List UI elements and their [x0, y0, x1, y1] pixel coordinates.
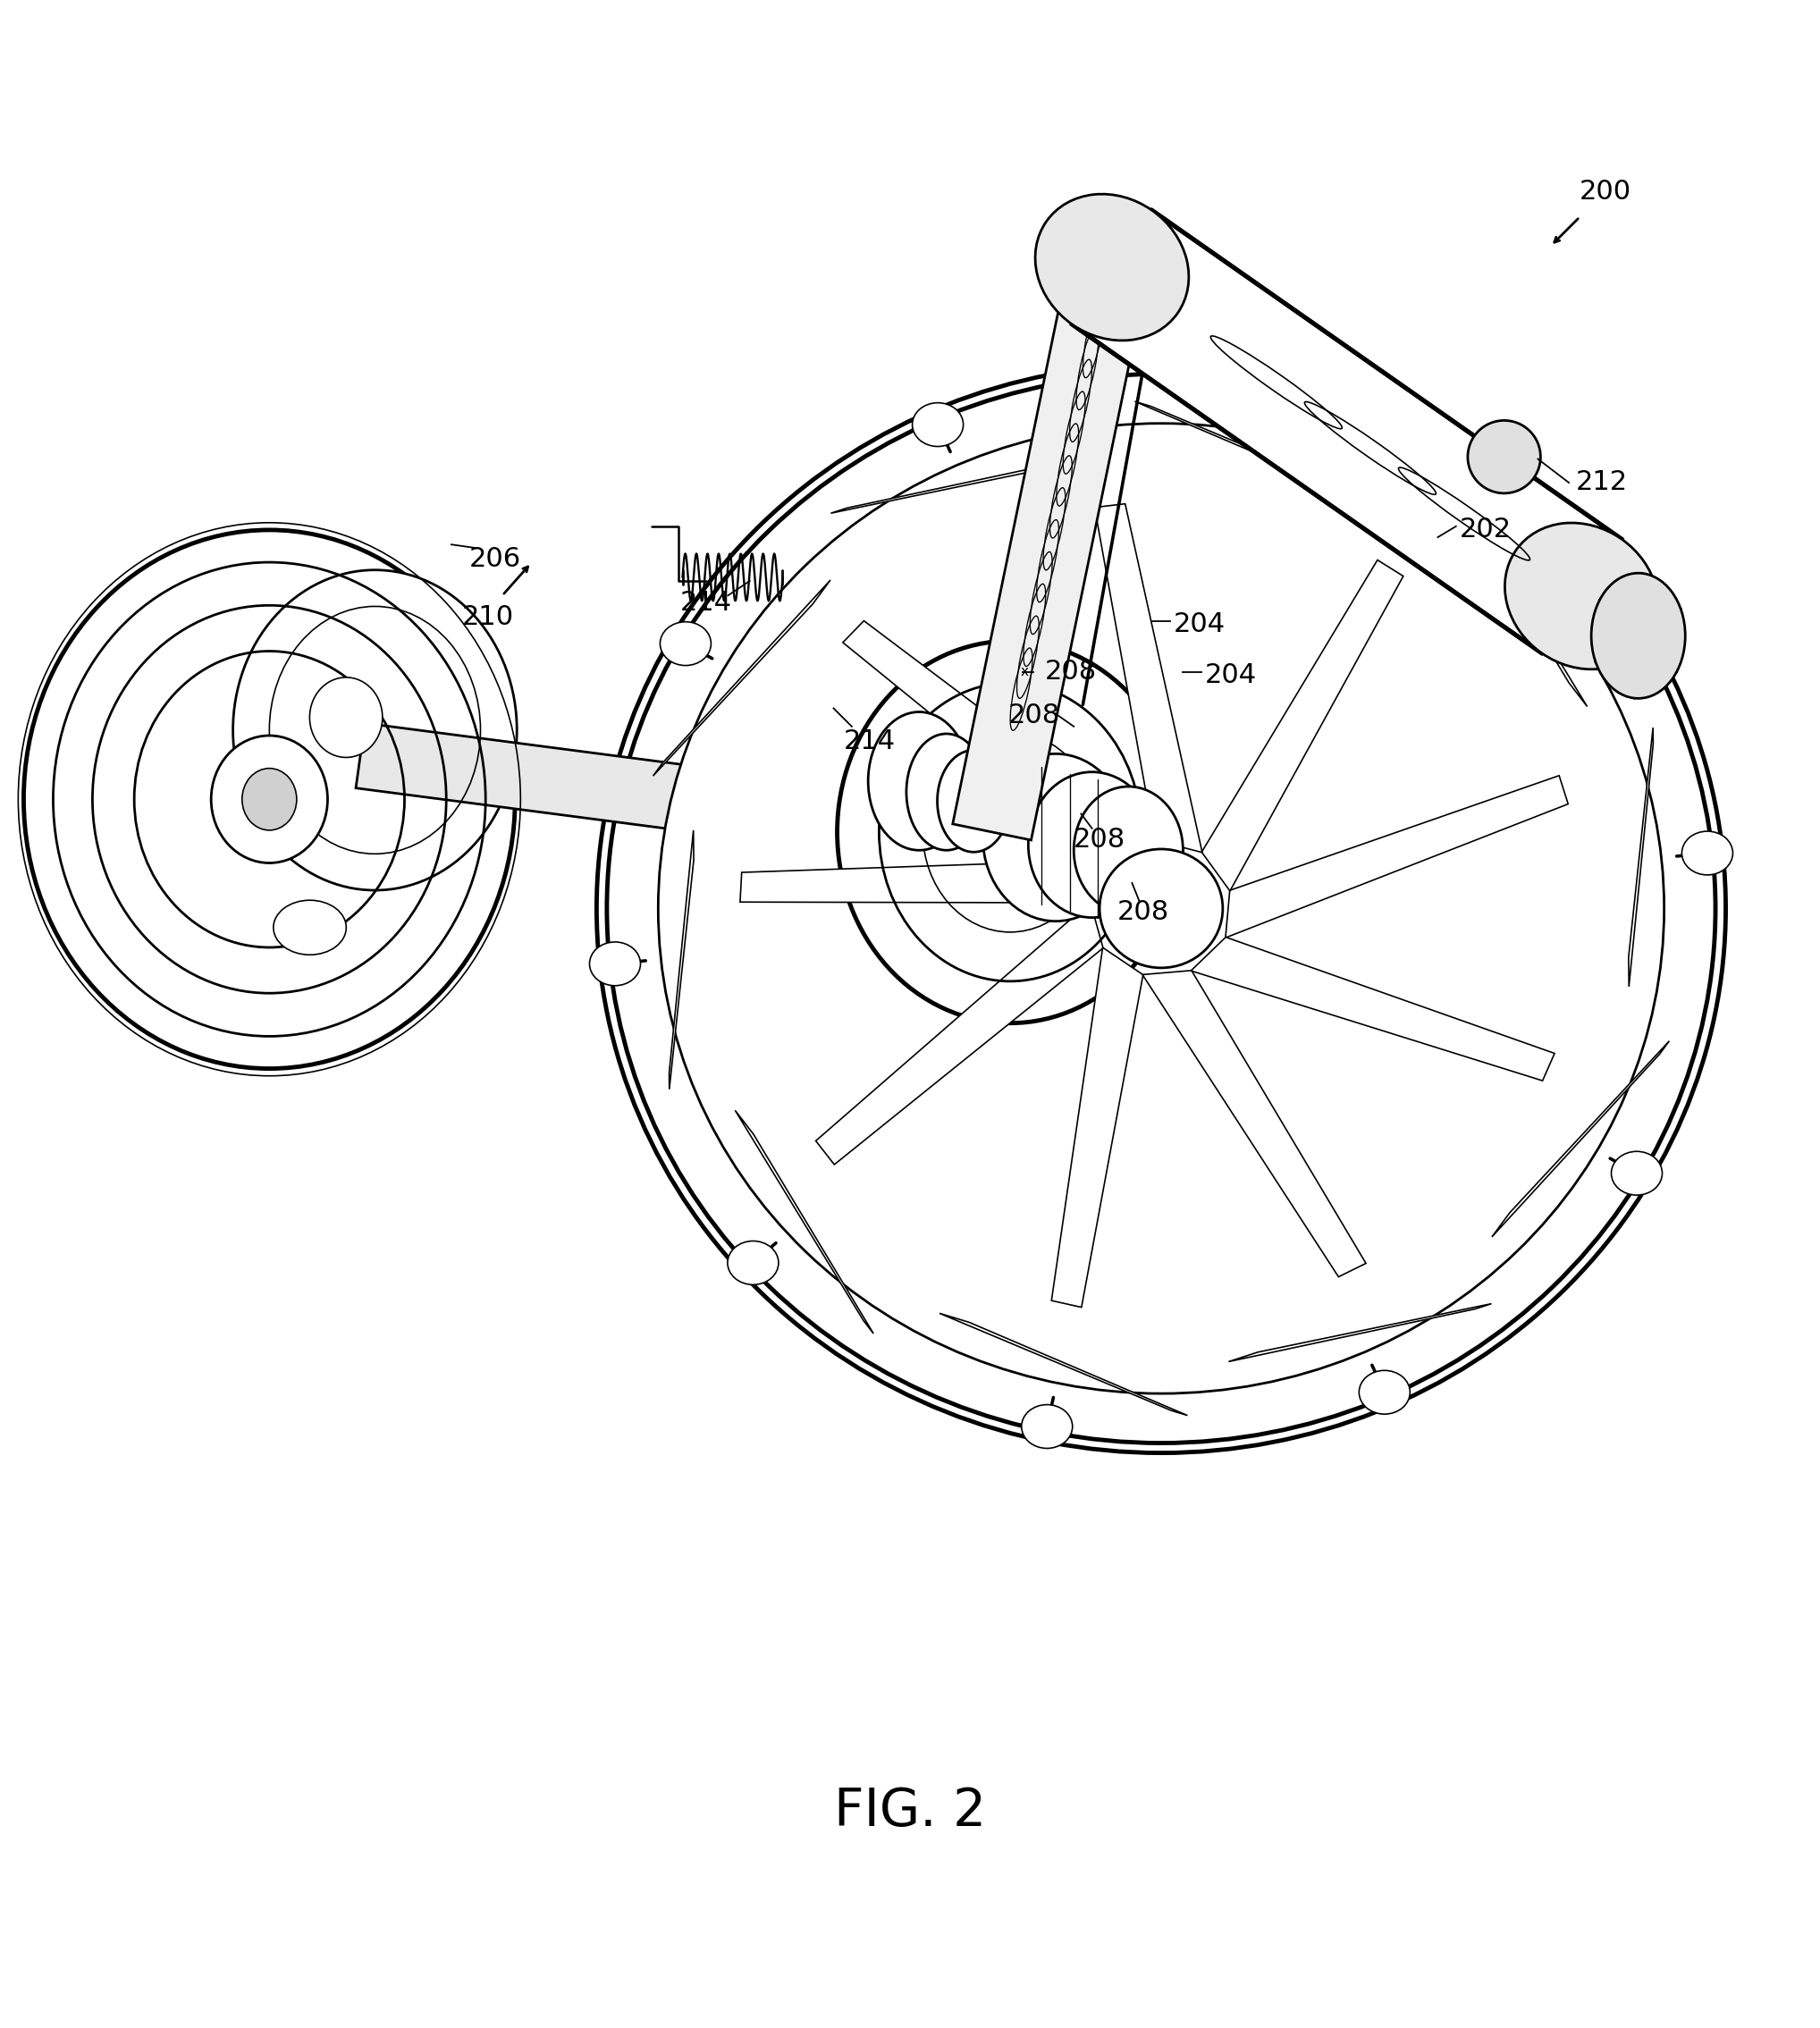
Polygon shape — [357, 724, 950, 864]
Ellipse shape — [661, 623, 712, 665]
Ellipse shape — [1360, 1371, 1410, 1414]
Polygon shape — [843, 621, 1156, 860]
Polygon shape — [1190, 937, 1554, 1081]
Text: 208: 208 — [1117, 898, 1168, 925]
Text: FIG. 2: FIG. 2 — [834, 1785, 986, 1837]
Ellipse shape — [233, 570, 517, 890]
Ellipse shape — [1036, 195, 1188, 341]
Polygon shape — [832, 454, 1094, 513]
Text: 204: 204 — [1205, 663, 1258, 687]
Ellipse shape — [242, 769, 297, 829]
Ellipse shape — [309, 677, 382, 756]
Ellipse shape — [1028, 773, 1156, 917]
Text: 204: 204 — [1174, 612, 1227, 637]
Polygon shape — [670, 829, 693, 1089]
Ellipse shape — [1099, 850, 1223, 967]
Text: 208: 208 — [1074, 825, 1125, 852]
Text: 206: 206 — [470, 546, 521, 572]
Polygon shape — [735, 1109, 874, 1334]
Ellipse shape — [837, 641, 1183, 1022]
Polygon shape — [1143, 971, 1367, 1278]
Ellipse shape — [983, 754, 1128, 921]
Polygon shape — [1492, 1040, 1669, 1237]
Polygon shape — [1225, 775, 1569, 937]
Ellipse shape — [1467, 420, 1540, 493]
Polygon shape — [1201, 560, 1403, 890]
Polygon shape — [1629, 728, 1653, 988]
Ellipse shape — [659, 424, 1663, 1393]
Text: 202: 202 — [1460, 517, 1512, 544]
Ellipse shape — [937, 750, 1010, 852]
Polygon shape — [939, 1314, 1187, 1416]
Polygon shape — [653, 580, 830, 777]
Ellipse shape — [728, 1241, 779, 1284]
Polygon shape — [1072, 211, 1622, 653]
Ellipse shape — [211, 736, 328, 864]
Text: 210: 210 — [462, 604, 513, 631]
Text: x: x — [1021, 665, 1028, 679]
Polygon shape — [1052, 947, 1143, 1308]
Ellipse shape — [1021, 1405, 1072, 1448]
Ellipse shape — [1611, 1152, 1662, 1194]
Text: 212: 212 — [1576, 470, 1627, 495]
Polygon shape — [815, 902, 1103, 1164]
Ellipse shape — [868, 712, 970, 850]
Polygon shape — [1228, 1304, 1491, 1361]
Ellipse shape — [590, 941, 641, 986]
Ellipse shape — [24, 529, 515, 1069]
Text: 200: 200 — [1580, 178, 1631, 205]
Ellipse shape — [906, 734, 986, 850]
Text: 214: 214 — [844, 728, 895, 754]
Ellipse shape — [1591, 574, 1685, 698]
Ellipse shape — [1543, 531, 1594, 576]
Ellipse shape — [1505, 523, 1658, 669]
Ellipse shape — [912, 404, 963, 446]
Text: 208: 208 — [1008, 702, 1059, 728]
Text: 208: 208 — [1045, 659, 1097, 685]
Polygon shape — [741, 860, 1110, 902]
Ellipse shape — [273, 900, 346, 955]
Polygon shape — [952, 241, 1152, 840]
Text: 214: 214 — [681, 590, 732, 617]
Ellipse shape — [1074, 787, 1183, 915]
Ellipse shape — [1682, 831, 1733, 874]
Polygon shape — [1449, 483, 1587, 706]
Ellipse shape — [606, 373, 1716, 1444]
Polygon shape — [1136, 402, 1383, 503]
Polygon shape — [1094, 503, 1203, 852]
Ellipse shape — [1250, 369, 1301, 412]
